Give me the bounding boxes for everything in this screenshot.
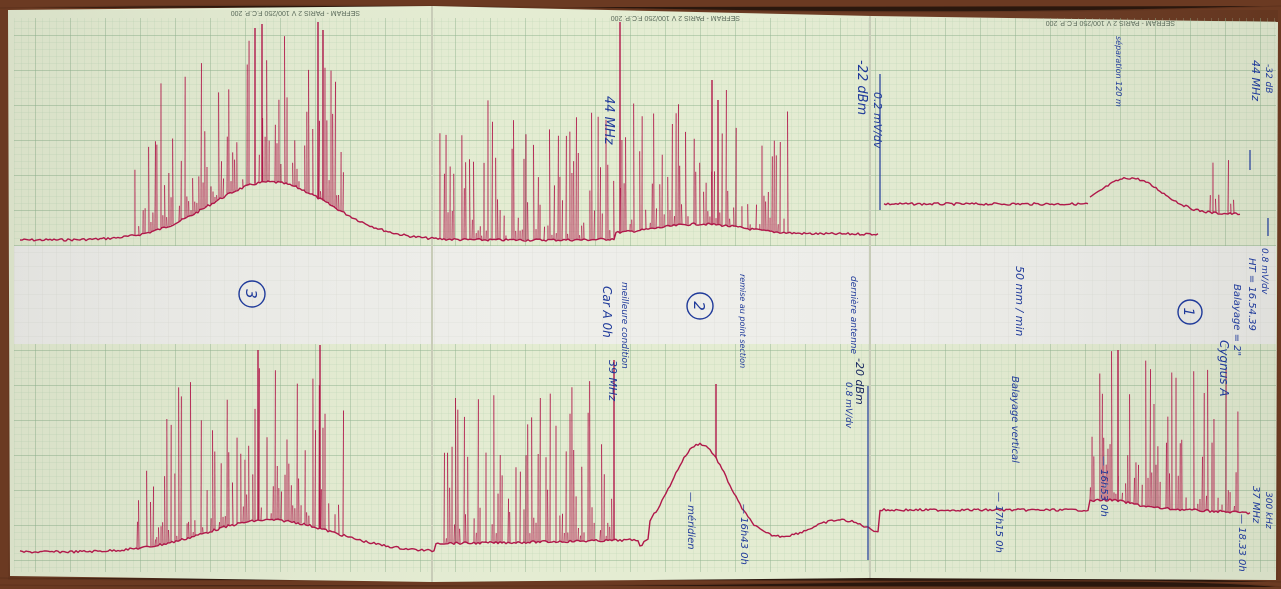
note-freq-right-top: 44 MHz bbox=[1249, 60, 1262, 101]
note-freq-39: 39 MHz bbox=[606, 360, 619, 401]
note-balayage-val: Balayage = 2" bbox=[1231, 284, 1242, 356]
handwritten-annotations: 44 MHz -22 dBm 0.2 mV/dv Car A 0h meille… bbox=[600, 36, 1273, 572]
note-top-right: séparation 120 m bbox=[1114, 36, 1124, 107]
header-right: SEFRAM - PARIS 2 V 100/250 F.C.P. 200 bbox=[1046, 19, 1175, 26]
circle-1-text: 1 bbox=[1180, 308, 1196, 317]
note-h4: — 18.33 0h bbox=[1236, 514, 1247, 572]
note-h1: — 16h43 0h bbox=[738, 504, 749, 565]
circle-label-1: 1 bbox=[1177, 299, 1203, 325]
header-left: SEFRAM - PARIS 2 V 100/250 F.C.P. 200 bbox=[231, 9, 360, 16]
sheet-folds bbox=[8, 6, 1278, 582]
note-derniere: dernière antenne bbox=[848, 276, 859, 354]
note-freq-44: 44 MHz bbox=[601, 96, 616, 146]
note-h3: — 16h53 0h bbox=[1098, 456, 1109, 517]
note-cygnus: Cygnus A bbox=[1217, 340, 1231, 397]
note-scale-right: 0.8 mV/dv bbox=[1259, 248, 1269, 295]
circle-label-3: 3 bbox=[238, 280, 266, 308]
circle-3-text: 3 bbox=[242, 289, 260, 299]
note-heure: HT = 16.54.39 bbox=[1246, 258, 1257, 331]
circle-label-2: 2 bbox=[686, 292, 714, 320]
note-scale-mid: 0.8 mV/dv bbox=[843, 382, 853, 429]
note-meridien: — méridien bbox=[685, 492, 697, 550]
circle-2-text: 2 bbox=[690, 301, 708, 311]
note-balayage-vertical: Balayage vertical bbox=[1009, 376, 1020, 463]
traces bbox=[19, 22, 1251, 554]
note-meilleure: meilleure condition bbox=[619, 282, 629, 369]
note-vitesse: 50 mm / min bbox=[1013, 266, 1026, 336]
ink-marks bbox=[867, 74, 1269, 560]
note-dbm-top: -22 dBm bbox=[854, 60, 869, 115]
note-freq-300: 300 kHz bbox=[1263, 492, 1273, 529]
note-freq-20: -20 dBm bbox=[853, 358, 866, 405]
note-h2: — 17h15 0h bbox=[993, 492, 1004, 553]
note-scale-top: 0.2 mV/dv bbox=[871, 92, 884, 149]
interference-spikes bbox=[134, 22, 1239, 549]
note-dbm-right: -32 dB bbox=[1263, 64, 1273, 93]
note-car-a: Car A 0h bbox=[600, 286, 614, 338]
header-middle: SEFRAM - PARIS 2 V 100/250 F.C.P. 200 bbox=[611, 14, 740, 21]
note-freq-bottom-right: 37 MHz bbox=[1250, 486, 1261, 524]
note-remise: remise au point section bbox=[738, 274, 747, 368]
